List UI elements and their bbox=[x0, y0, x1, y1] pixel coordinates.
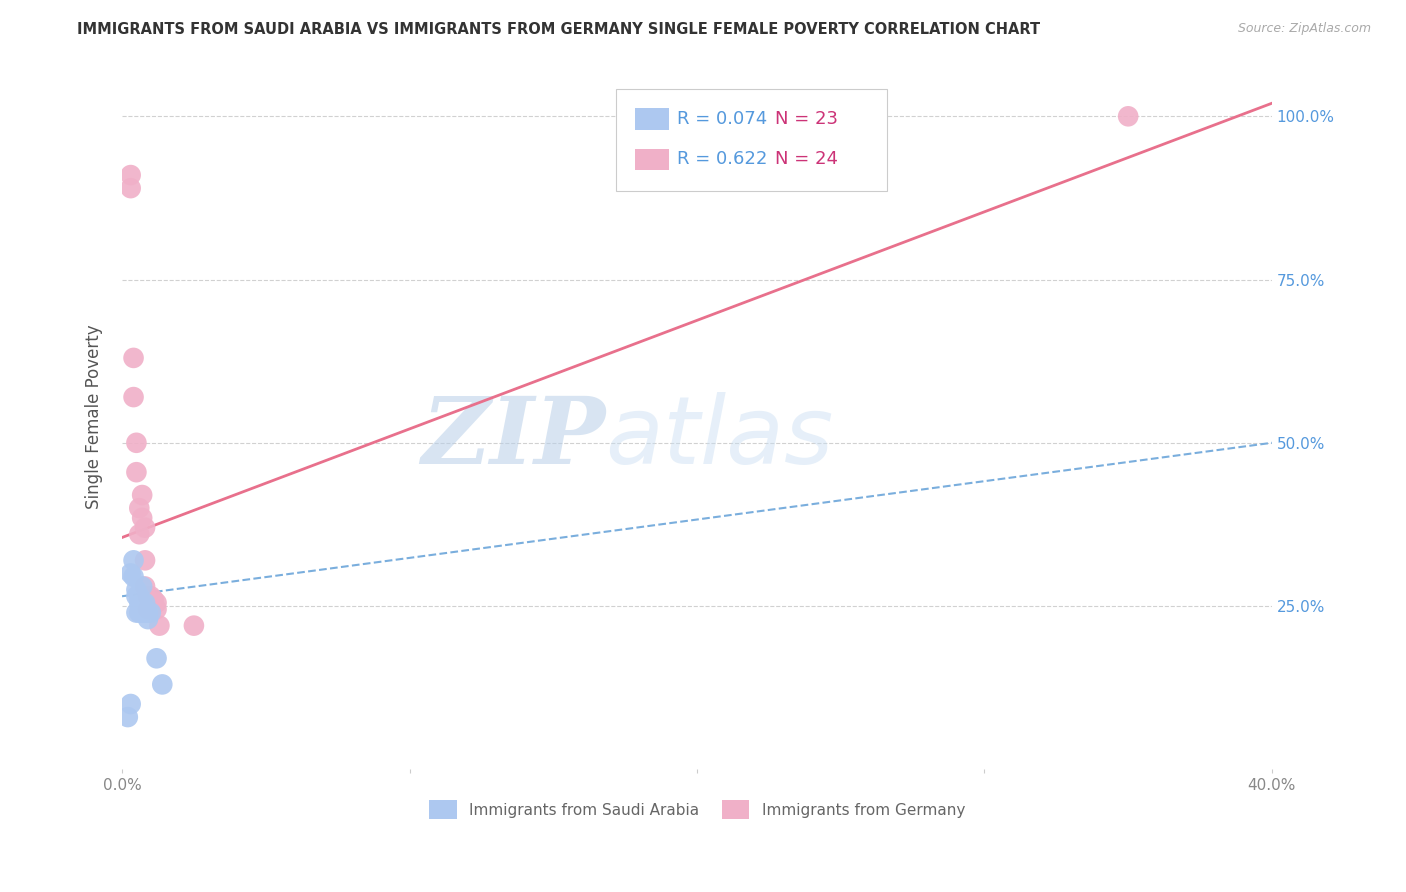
Point bbox=[131, 488, 153, 502]
Point bbox=[120, 168, 142, 182]
Point bbox=[136, 606, 159, 620]
FancyBboxPatch shape bbox=[636, 149, 669, 169]
Point bbox=[139, 589, 162, 603]
Point bbox=[139, 606, 162, 620]
Point bbox=[183, 618, 205, 632]
Point bbox=[125, 582, 148, 597]
Text: N = 23: N = 23 bbox=[775, 110, 838, 128]
Point bbox=[131, 599, 153, 613]
Point bbox=[128, 527, 150, 541]
Point bbox=[125, 606, 148, 620]
Point bbox=[145, 602, 167, 616]
Point bbox=[145, 651, 167, 665]
Point bbox=[136, 589, 159, 603]
Point bbox=[125, 589, 148, 603]
Text: Source: ZipAtlas.com: Source: ZipAtlas.com bbox=[1237, 22, 1371, 36]
Point bbox=[134, 553, 156, 567]
Point bbox=[128, 606, 150, 620]
Y-axis label: Single Female Poverty: Single Female Poverty bbox=[86, 325, 103, 509]
Point bbox=[131, 579, 153, 593]
Point bbox=[117, 710, 139, 724]
Point bbox=[150, 677, 173, 691]
Point bbox=[145, 596, 167, 610]
Point bbox=[134, 596, 156, 610]
Point bbox=[122, 569, 145, 583]
Point bbox=[131, 596, 153, 610]
Text: R = 0.622: R = 0.622 bbox=[678, 150, 768, 169]
Point bbox=[134, 521, 156, 535]
Text: ZIP: ZIP bbox=[420, 392, 605, 483]
Point bbox=[134, 606, 156, 620]
Point bbox=[148, 618, 170, 632]
Point bbox=[128, 501, 150, 516]
Text: IMMIGRANTS FROM SAUDI ARABIA VS IMMIGRANTS FROM GERMANY SINGLE FEMALE POVERTY CO: IMMIGRANTS FROM SAUDI ARABIA VS IMMIGRAN… bbox=[77, 22, 1040, 37]
Point bbox=[131, 511, 153, 525]
Text: R = 0.074: R = 0.074 bbox=[678, 110, 768, 128]
Point bbox=[128, 589, 150, 603]
Point bbox=[1116, 109, 1139, 123]
Point bbox=[136, 612, 159, 626]
Point bbox=[136, 602, 159, 616]
Point bbox=[125, 465, 148, 479]
Point bbox=[125, 435, 148, 450]
Point bbox=[139, 596, 162, 610]
Point bbox=[134, 579, 156, 593]
Point bbox=[122, 553, 145, 567]
FancyBboxPatch shape bbox=[636, 109, 669, 129]
Point bbox=[128, 596, 150, 610]
Point bbox=[120, 181, 142, 195]
Point bbox=[131, 606, 153, 620]
Point bbox=[122, 390, 145, 404]
Point bbox=[139, 602, 162, 616]
Point bbox=[120, 697, 142, 711]
Legend: Immigrants from Saudi Arabia, Immigrants from Germany: Immigrants from Saudi Arabia, Immigrants… bbox=[423, 794, 972, 825]
Text: N = 24: N = 24 bbox=[775, 150, 838, 169]
Point bbox=[122, 351, 145, 365]
FancyBboxPatch shape bbox=[616, 88, 887, 191]
Point bbox=[142, 592, 165, 607]
Point bbox=[134, 602, 156, 616]
Text: atlas: atlas bbox=[605, 392, 834, 483]
Point bbox=[120, 566, 142, 581]
